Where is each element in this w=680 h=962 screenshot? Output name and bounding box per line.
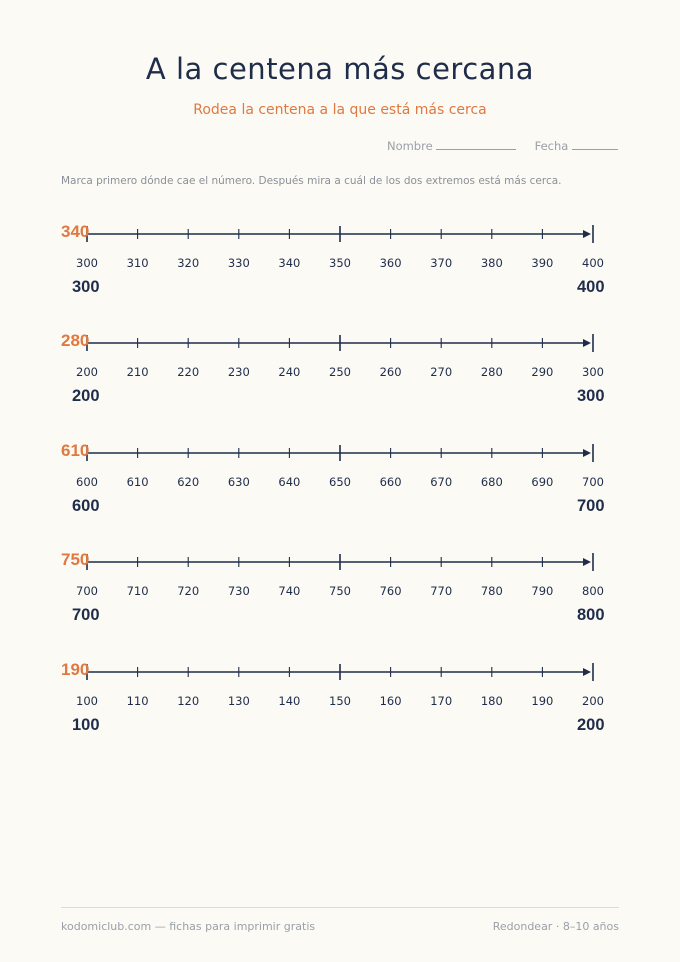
arrow-head-icon	[583, 449, 591, 457]
tick-label: 720	[177, 584, 200, 598]
tick-label: 400	[582, 256, 604, 270]
tick-label: 190	[531, 694, 554, 708]
tick-label: 240	[278, 365, 301, 379]
tick-label: 780	[480, 584, 503, 598]
arrow-head-icon	[583, 668, 591, 676]
tick-label: 700	[582, 475, 604, 489]
tick-label: 360	[379, 256, 402, 270]
tick-label: 740	[278, 584, 301, 598]
tick-label: 310	[126, 256, 149, 270]
number-line[interactable]	[0, 443, 680, 463]
upper-hundred-option[interactable]: 200	[577, 716, 605, 734]
target-number: 610	[61, 441, 90, 460]
tick-label: 300	[76, 256, 98, 270]
tick-label: 330	[227, 256, 250, 270]
tick-label: 710	[126, 584, 149, 598]
name-label: Nombre	[386, 139, 433, 153]
tick-label: 650	[329, 475, 351, 489]
name-blank[interactable]	[436, 139, 517, 150]
tick-label: 300	[582, 365, 604, 379]
tick-label: 150	[329, 694, 351, 708]
tick-label: 670	[430, 475, 453, 489]
footer-divider	[61, 907, 619, 908]
tick-label: 170	[430, 694, 453, 708]
footer-site: kodomiclub.com — fichas para imprimir gr…	[61, 920, 316, 933]
tick-label: 200	[76, 365, 98, 379]
arrow-head-icon	[583, 230, 591, 238]
date-blank[interactable]	[572, 139, 618, 150]
tick-label: 210	[126, 365, 149, 379]
tick-label: 350	[329, 256, 351, 270]
tick-label: 160	[379, 694, 402, 708]
tick-label: 600	[76, 475, 98, 489]
date-label: Fecha	[534, 139, 569, 153]
number-line[interactable]	[0, 224, 680, 244]
tick-label: 100	[76, 694, 98, 708]
tick-label: 140	[278, 694, 301, 708]
tick-label: 250	[329, 365, 351, 379]
upper-hundred-option[interactable]: 300	[577, 387, 605, 405]
target-number: 280	[61, 331, 90, 350]
instructions: Marca primero dónde cae el número. Despu…	[61, 175, 562, 187]
tick-label: 730	[227, 584, 250, 598]
tick-label: 760	[379, 584, 402, 598]
tick-label: 790	[531, 584, 554, 598]
tick-label: 640	[278, 475, 301, 489]
target-number: 750	[61, 550, 90, 569]
lower-hundred-option[interactable]: 200	[72, 387, 100, 405]
target-number: 340	[61, 222, 90, 241]
upper-hundred-option[interactable]: 800	[577, 606, 605, 624]
number-line[interactable]	[0, 552, 680, 572]
name-date-fields: Nombre Fecha	[387, 139, 618, 153]
number-line[interactable]	[0, 662, 680, 682]
tick-label: 120	[177, 694, 200, 708]
tick-label: 380	[480, 256, 503, 270]
tick-label: 290	[531, 365, 554, 379]
tick-label: 320	[177, 256, 200, 270]
tick-label: 770	[430, 584, 453, 598]
tick-label: 390	[531, 256, 554, 270]
lower-hundred-option[interactable]: 300	[72, 278, 100, 296]
tick-label: 340	[278, 256, 301, 270]
exercise-row: 600 610 620 630 640 650 660 670 680 690 700 610 600 7…	[0, 441, 680, 553]
tick-label: 270	[430, 365, 453, 379]
arrow-head-icon	[583, 558, 591, 566]
lower-hundred-option[interactable]: 100	[72, 716, 100, 734]
target-number: 190	[61, 660, 90, 679]
tick-label: 680	[480, 475, 503, 489]
tick-label: 630	[227, 475, 250, 489]
lower-hundred-option[interactable]: 700	[72, 606, 100, 624]
lower-hundred-option[interactable]: 600	[72, 497, 100, 515]
page-subtitle: Rodea la centena a la que está más cerca	[193, 102, 487, 118]
tick-label: 370	[430, 256, 453, 270]
upper-hundred-option[interactable]: 700	[577, 497, 605, 515]
tick-label: 280	[480, 365, 503, 379]
exercise-row: 700 710 720 730 740 750 760 770 780 790 800 750 700 8…	[0, 550, 680, 662]
tick-label: 660	[379, 475, 402, 489]
tick-label: 260	[379, 365, 402, 379]
number-line[interactable]	[0, 333, 680, 353]
tick-label: 110	[126, 694, 149, 708]
tick-label: 220	[177, 365, 200, 379]
page-title: A la centena más cercana	[145, 52, 535, 86]
tick-label: 180	[480, 694, 503, 708]
tick-label: 130	[227, 694, 250, 708]
tick-label: 800	[582, 584, 604, 598]
tick-label: 230	[227, 365, 250, 379]
tick-label: 700	[76, 584, 98, 598]
footer-topic: Redondear · 8–10 años	[492, 920, 619, 933]
exercise-row: 300 310 320 330 340 350 360 370 380 390 400 340 300 4…	[0, 222, 680, 334]
tick-label: 200	[582, 694, 604, 708]
tick-label: 610	[126, 475, 149, 489]
arrow-head-icon	[583, 339, 591, 347]
tick-label: 690	[531, 475, 554, 489]
exercise-row: 200 210 220 230 240 250 260 270 280 290 300 280 200 3…	[0, 331, 680, 443]
tick-label: 750	[329, 584, 351, 598]
upper-hundred-option[interactable]: 400	[577, 278, 605, 296]
tick-label: 620	[177, 475, 200, 489]
exercise-row: 100 110 120 130 140 150 160 170 180 190 200 190 100 2…	[0, 660, 680, 772]
